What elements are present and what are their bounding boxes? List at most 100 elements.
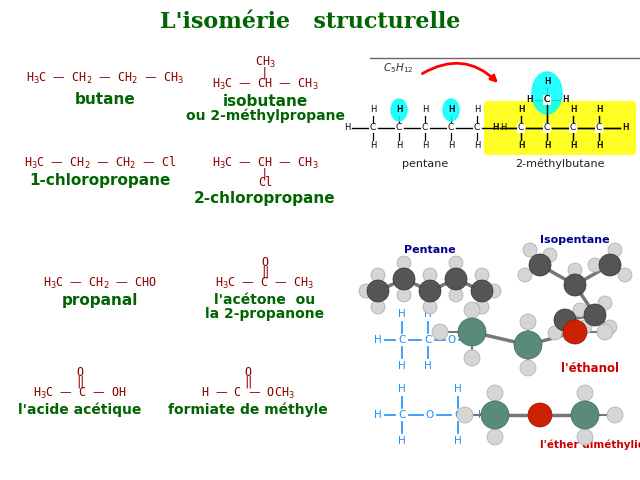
Text: |: |	[261, 67, 269, 80]
Circle shape	[563, 320, 587, 344]
Text: C: C	[544, 96, 550, 105]
Text: H$_3$C — CH — CH$_3$: H$_3$C — CH — CH$_3$	[212, 76, 318, 92]
Circle shape	[577, 429, 593, 445]
Text: Pentane: Pentane	[404, 245, 456, 255]
Circle shape	[528, 403, 552, 427]
Circle shape	[518, 268, 532, 282]
Circle shape	[543, 248, 557, 262]
Text: H: H	[422, 106, 428, 115]
Circle shape	[481, 401, 509, 429]
Circle shape	[487, 284, 501, 298]
Circle shape	[618, 268, 632, 282]
Circle shape	[458, 318, 486, 346]
FancyBboxPatch shape	[484, 101, 636, 155]
Text: H: H	[526, 96, 532, 105]
Text: O: O	[426, 410, 434, 420]
Text: C: C	[448, 123, 454, 132]
Text: H: H	[422, 142, 428, 151]
Circle shape	[487, 429, 503, 445]
Ellipse shape	[443, 99, 459, 121]
Text: H: H	[474, 106, 480, 115]
Circle shape	[577, 385, 593, 401]
Text: H: H	[570, 142, 576, 151]
Circle shape	[523, 243, 537, 257]
Circle shape	[449, 288, 463, 302]
Text: H: H	[596, 106, 602, 115]
Text: H: H	[396, 106, 402, 115]
Circle shape	[568, 263, 582, 277]
Circle shape	[548, 326, 562, 340]
Text: H: H	[370, 106, 376, 115]
Text: isobutane: isobutane	[222, 95, 308, 109]
Circle shape	[432, 324, 448, 340]
Ellipse shape	[532, 72, 562, 114]
Text: pentane: pentane	[402, 159, 448, 169]
Text: H: H	[544, 142, 550, 151]
Text: C: C	[454, 410, 461, 420]
Text: H: H	[596, 142, 602, 151]
Ellipse shape	[391, 99, 407, 121]
Text: H$_3$C — CH$_2$ — CH$_2$ — Cl: H$_3$C — CH$_2$ — CH$_2$ — Cl	[24, 155, 176, 171]
Text: H$_3$C — CH$_2$ — CH$_2$ — CH$_3$: H$_3$C — CH$_2$ — CH$_2$ — CH$_3$	[26, 71, 184, 85]
Text: l'éthanol: l'éthanol	[561, 361, 619, 374]
Text: C: C	[596, 123, 602, 132]
Text: H: H	[374, 335, 382, 345]
Circle shape	[588, 258, 602, 272]
Text: C: C	[570, 123, 576, 132]
Text: C: C	[518, 123, 524, 132]
Text: H: H	[622, 123, 628, 132]
Text: H: H	[470, 335, 478, 345]
Text: C: C	[370, 123, 376, 132]
Text: H$_3$C — CH — CH$_3$: H$_3$C — CH — CH$_3$	[212, 156, 318, 170]
Circle shape	[371, 300, 385, 314]
Text: O: O	[76, 365, 84, 379]
Circle shape	[564, 274, 586, 296]
Text: H: H	[478, 410, 486, 420]
Text: H: H	[596, 142, 602, 151]
Circle shape	[578, 320, 592, 334]
Text: ‖: ‖	[261, 265, 269, 278]
Text: H: H	[622, 123, 628, 132]
Text: C: C	[544, 123, 550, 132]
Text: |: |	[261, 168, 269, 180]
Circle shape	[423, 268, 437, 282]
Text: ‖: ‖	[244, 375, 252, 388]
Circle shape	[423, 300, 437, 314]
Text: CH$_3$: CH$_3$	[255, 54, 275, 70]
Circle shape	[464, 302, 480, 318]
Text: H: H	[448, 106, 454, 115]
Text: H: H	[544, 142, 550, 151]
Circle shape	[393, 268, 415, 290]
Text: C: C	[422, 123, 428, 132]
Text: H: H	[374, 410, 382, 420]
Text: H: H	[570, 142, 576, 151]
Text: H: H	[596, 106, 602, 115]
Text: H: H	[518, 142, 524, 151]
Text: H: H	[562, 96, 568, 105]
Text: C: C	[596, 123, 602, 132]
Text: C: C	[544, 96, 550, 105]
Text: H: H	[562, 96, 568, 105]
Text: propanal: propanal	[62, 292, 138, 308]
Circle shape	[397, 256, 411, 270]
Circle shape	[449, 256, 463, 270]
Text: Isopentane: Isopentane	[540, 235, 610, 245]
Circle shape	[367, 280, 389, 302]
Text: C$_5$H$_{12}$: C$_5$H$_{12}$	[383, 61, 413, 75]
Text: C: C	[424, 335, 432, 345]
Text: ‖: ‖	[76, 375, 84, 388]
Text: C: C	[396, 123, 402, 132]
Circle shape	[598, 296, 612, 310]
Text: H: H	[448, 142, 454, 151]
Text: H: H	[544, 77, 550, 86]
Circle shape	[608, 243, 622, 257]
Circle shape	[520, 360, 536, 376]
Text: H: H	[424, 361, 432, 371]
Text: C: C	[518, 123, 524, 132]
Text: H: H	[492, 123, 498, 132]
Circle shape	[457, 407, 473, 423]
Text: H — C — OCH$_3$: H — C — OCH$_3$	[201, 385, 295, 400]
Text: H: H	[500, 123, 506, 132]
Circle shape	[371, 268, 385, 282]
Text: H: H	[570, 106, 576, 115]
